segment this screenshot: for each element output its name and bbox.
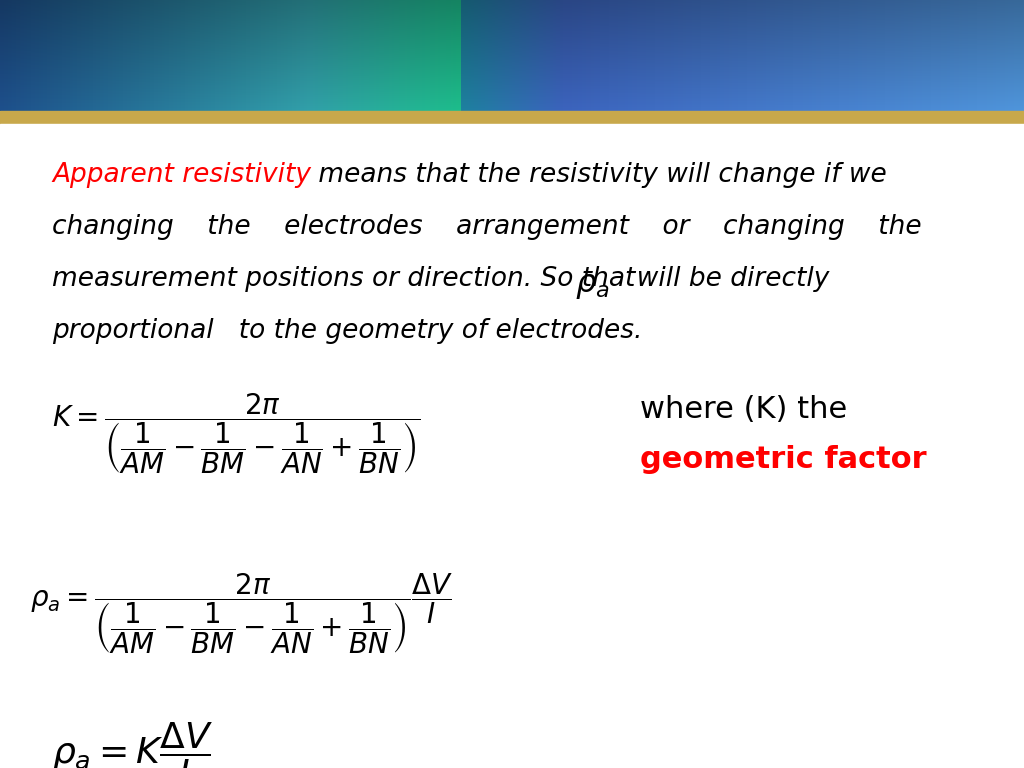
Text: changing    the    electrodes    arrangement    or    changing    the: changing the electrodes arrangement or c…: [52, 214, 922, 240]
Text: Apparent resistivity: Apparent resistivity: [52, 162, 311, 188]
Text: proportional   to the geometry of electrodes.: proportional to the geometry of electrod…: [52, 318, 642, 344]
Text: where (K) the: where (K) the: [640, 395, 847, 423]
Text: $\rho_a = \dfrac{2\pi}{\left(\dfrac{1}{AM} - \dfrac{1}{BM} - \dfrac{1}{AN} + \df: $\rho_a = \dfrac{2\pi}{\left(\dfrac{1}{A…: [30, 571, 454, 657]
Text: geometric factor: geometric factor: [640, 445, 927, 474]
Text: $K = \dfrac{2\pi}{\left(\dfrac{1}{AM} - \dfrac{1}{BM} - \dfrac{1}{AN} + \dfrac{1: $K = \dfrac{2\pi}{\left(\dfrac{1}{AM} - …: [52, 392, 420, 476]
Bar: [0, 124, 1024, 768]
Text: $\rho_a = K \dfrac{\Delta V}{I}$: $\rho_a = K \dfrac{\Delta V}{I}$: [52, 720, 213, 768]
Text: measurement positions or direction. So that: measurement positions or direction. So t…: [52, 266, 635, 292]
Text: $\rho_a$: $\rho_a$: [575, 270, 609, 301]
Bar: [0, 111, 1024, 124]
Text: will be directly: will be directly: [620, 266, 829, 292]
Text: means that the resistivity will change if we: means that the resistivity will change i…: [310, 162, 887, 188]
